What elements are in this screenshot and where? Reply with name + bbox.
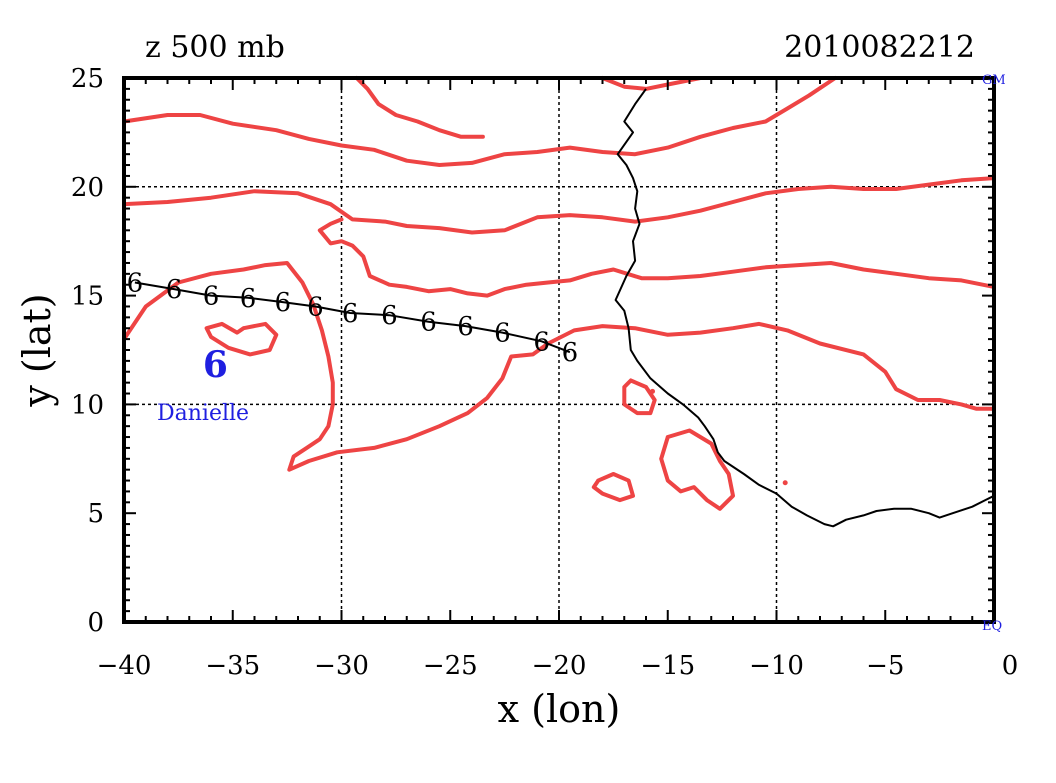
storm-marker: 6 bbox=[203, 344, 228, 386]
x-tick-label: −10 bbox=[749, 651, 804, 681]
x-tick-label: −40 bbox=[97, 651, 152, 681]
track-point-symbol: 6 bbox=[275, 288, 292, 318]
track-point-symbol: 6 bbox=[342, 299, 359, 329]
y-tick-label: 20 bbox=[71, 173, 104, 203]
contour-line bbox=[591, 472, 635, 503]
track-point-symbol: 6 bbox=[307, 292, 324, 322]
coastline bbox=[614, 88, 995, 528]
x-tick-label: 0 bbox=[1002, 651, 1019, 681]
contour-line bbox=[122, 261, 996, 472]
track-point-symbol: 6 bbox=[127, 269, 144, 299]
track-line bbox=[134, 281, 571, 354]
contour-line bbox=[317, 217, 996, 298]
y-tick-label: 10 bbox=[71, 390, 104, 420]
track-point-symbol: 6 bbox=[533, 327, 550, 357]
y-tick-labels: 0 5 10 15 20 25 bbox=[71, 64, 104, 638]
x-tick-label: −20 bbox=[532, 651, 587, 681]
contour-line bbox=[622, 378, 657, 416]
track-point-symbol: 6 bbox=[457, 312, 474, 342]
contour-line bbox=[122, 76, 838, 167]
storm-symbol: 6 bbox=[203, 344, 228, 386]
x-tick-label: −15 bbox=[640, 651, 695, 681]
grid-lines bbox=[124, 78, 994, 622]
y-tick-label: 15 bbox=[71, 282, 104, 312]
y-axis-title: y (lat) bbox=[15, 293, 59, 407]
x-tick-label: −25 bbox=[423, 651, 478, 681]
storm-name-label: Danielle bbox=[157, 401, 249, 426]
contour-line bbox=[659, 428, 735, 511]
x-axis-title: x (lon) bbox=[498, 687, 621, 731]
track-point-symbol: 6 bbox=[166, 275, 183, 305]
geopotential-contours bbox=[122, 76, 996, 511]
track-point-symbol: 6 bbox=[420, 308, 437, 338]
corner-label-eq: EQ bbox=[982, 619, 1002, 634]
coastline-path bbox=[614, 88, 995, 528]
axis-ticks bbox=[123, 77, 995, 623]
track-point-symbol: 6 bbox=[240, 284, 257, 314]
map-timestamp: 2010082212 bbox=[784, 30, 975, 65]
y-tick-label: 25 bbox=[71, 64, 104, 94]
contour-line bbox=[122, 176, 996, 235]
y-tick-label: 0 bbox=[87, 608, 104, 638]
y-tick-label: 5 bbox=[87, 499, 104, 529]
track-point-symbol: 6 bbox=[381, 301, 398, 331]
track-point-symbol: 6 bbox=[494, 319, 511, 349]
x-tick-label: −30 bbox=[314, 651, 369, 681]
contour-dot bbox=[650, 388, 656, 394]
x-tick-label: −35 bbox=[205, 651, 260, 681]
x-tick-label: −5 bbox=[866, 651, 904, 681]
contour-line bbox=[354, 76, 485, 139]
contour-line bbox=[204, 321, 279, 357]
contour-dot bbox=[782, 480, 788, 486]
x-tick-labels: −40 −35 −30 −25 −20 −15 −10 −5 0 bbox=[97, 651, 1019, 681]
corner-label-gm: GM bbox=[982, 73, 1006, 88]
map-title: z 500 mb bbox=[145, 30, 285, 65]
track-point-symbol: 6 bbox=[203, 282, 220, 312]
track-point-symbol: 6 bbox=[562, 338, 579, 368]
